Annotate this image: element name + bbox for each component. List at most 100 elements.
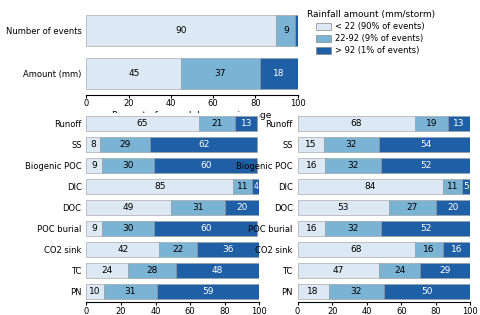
Bar bbox=[171, 200, 225, 215]
Text: 8: 8 bbox=[90, 140, 96, 149]
Text: 22: 22 bbox=[172, 245, 184, 255]
Text: 32: 32 bbox=[351, 287, 362, 296]
Bar bbox=[298, 284, 329, 300]
Text: 29: 29 bbox=[120, 140, 131, 149]
Text: 37: 37 bbox=[215, 69, 226, 78]
Bar bbox=[86, 137, 100, 152]
Bar bbox=[381, 158, 470, 174]
Bar bbox=[296, 15, 298, 46]
Text: 30: 30 bbox=[122, 161, 133, 170]
Bar bbox=[159, 242, 197, 257]
Bar bbox=[379, 263, 420, 278]
Bar bbox=[102, 158, 154, 174]
Bar bbox=[298, 200, 389, 215]
Bar bbox=[298, 116, 415, 131]
Text: 52: 52 bbox=[420, 161, 431, 170]
Legend: < 22 (90% of events), 22-92 (9% of events), > 92 (1% of events): < 22 (90% of events), 22-92 (9% of event… bbox=[307, 10, 435, 55]
Text: 50: 50 bbox=[421, 287, 433, 296]
X-axis label: Percent of annual, Icacos rain gage: Percent of annual, Icacos rain gage bbox=[112, 111, 272, 120]
Bar bbox=[436, 200, 470, 215]
Bar bbox=[381, 221, 470, 237]
Text: 68: 68 bbox=[350, 245, 362, 255]
Text: 52: 52 bbox=[420, 224, 431, 233]
Text: 49: 49 bbox=[123, 203, 134, 212]
Bar bbox=[181, 58, 260, 89]
Text: 59: 59 bbox=[203, 287, 214, 296]
Bar bbox=[298, 137, 324, 152]
Bar bbox=[298, 221, 325, 237]
Text: 68: 68 bbox=[350, 119, 362, 129]
Text: 9: 9 bbox=[91, 161, 97, 170]
Bar bbox=[86, 15, 276, 46]
Bar bbox=[150, 137, 257, 152]
Bar bbox=[86, 200, 171, 215]
Text: 18: 18 bbox=[307, 287, 319, 296]
Text: 20: 20 bbox=[236, 203, 248, 212]
Bar bbox=[298, 242, 415, 257]
Bar bbox=[128, 263, 176, 278]
Bar bbox=[276, 15, 296, 46]
Text: 11: 11 bbox=[237, 182, 249, 192]
Bar bbox=[325, 221, 381, 237]
Bar bbox=[235, 116, 257, 131]
Text: 45: 45 bbox=[128, 69, 140, 78]
Text: 16: 16 bbox=[423, 245, 435, 255]
Bar bbox=[197, 242, 259, 257]
Bar bbox=[154, 221, 257, 237]
Text: 60: 60 bbox=[200, 161, 211, 170]
Bar bbox=[86, 58, 181, 89]
Text: 60: 60 bbox=[200, 224, 211, 233]
Text: 32: 32 bbox=[347, 224, 359, 233]
Text: 32: 32 bbox=[346, 140, 357, 149]
Text: 84: 84 bbox=[364, 182, 376, 192]
Bar bbox=[86, 179, 233, 194]
Bar bbox=[298, 179, 443, 194]
Text: 19: 19 bbox=[426, 119, 437, 129]
Text: 9: 9 bbox=[283, 26, 289, 35]
Text: 31: 31 bbox=[192, 203, 204, 212]
Bar bbox=[86, 158, 102, 174]
Text: 20: 20 bbox=[447, 203, 459, 212]
Text: 42: 42 bbox=[117, 245, 128, 255]
Bar bbox=[86, 284, 104, 300]
Bar bbox=[154, 158, 257, 174]
Text: 10: 10 bbox=[89, 287, 101, 296]
Bar bbox=[298, 263, 379, 278]
Bar bbox=[443, 179, 462, 194]
Bar bbox=[462, 179, 470, 194]
Text: 53: 53 bbox=[337, 203, 349, 212]
Bar bbox=[104, 284, 157, 300]
Bar bbox=[443, 242, 470, 257]
Text: 48: 48 bbox=[212, 266, 223, 275]
Text: 29: 29 bbox=[440, 266, 451, 275]
Text: 24: 24 bbox=[101, 266, 113, 275]
Text: 18: 18 bbox=[273, 69, 284, 78]
Text: 65: 65 bbox=[137, 119, 148, 129]
Bar bbox=[100, 137, 150, 152]
Bar bbox=[379, 137, 472, 152]
Bar bbox=[325, 158, 381, 174]
Bar bbox=[329, 284, 384, 300]
Bar bbox=[199, 116, 235, 131]
Text: 4: 4 bbox=[253, 182, 258, 192]
Text: 5: 5 bbox=[463, 182, 469, 192]
Bar bbox=[384, 284, 470, 300]
Bar bbox=[86, 263, 128, 278]
Text: 31: 31 bbox=[125, 287, 136, 296]
Text: 13: 13 bbox=[454, 119, 465, 129]
Bar bbox=[324, 137, 379, 152]
Text: 30: 30 bbox=[122, 224, 133, 233]
Text: 32: 32 bbox=[347, 161, 359, 170]
Text: 24: 24 bbox=[394, 266, 405, 275]
Text: 54: 54 bbox=[420, 140, 431, 149]
Text: 9: 9 bbox=[91, 224, 97, 233]
Bar bbox=[260, 58, 298, 89]
Bar bbox=[157, 284, 259, 300]
Text: 11: 11 bbox=[446, 182, 458, 192]
Bar bbox=[448, 116, 470, 131]
Bar bbox=[86, 116, 199, 131]
Bar bbox=[225, 200, 259, 215]
Text: 85: 85 bbox=[154, 182, 166, 192]
Text: 36: 36 bbox=[222, 245, 234, 255]
Text: 15: 15 bbox=[305, 140, 316, 149]
